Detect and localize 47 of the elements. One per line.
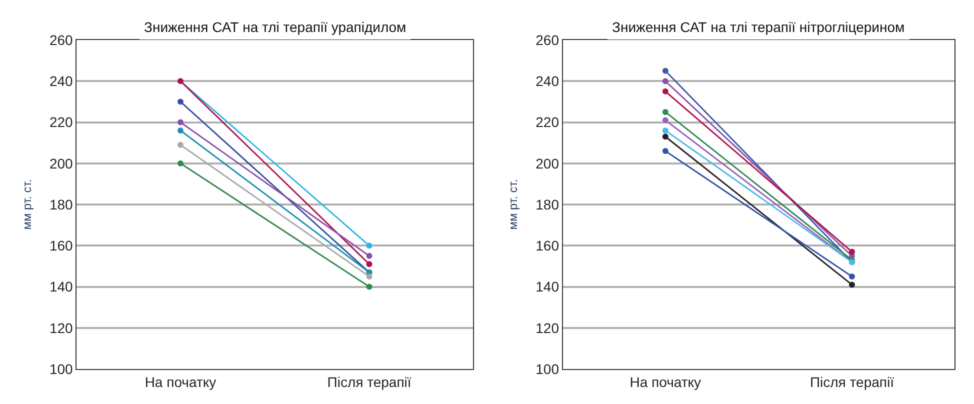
- point: [177, 160, 184, 166]
- y-tick-label: 180: [536, 196, 560, 212]
- y-axis-title: мм рт. ст.: [20, 179, 34, 230]
- point: [662, 134, 668, 140]
- point: [662, 68, 668, 74]
- y-tick-label: 100: [536, 360, 560, 377]
- x-tick-label: На початку: [144, 374, 216, 390]
- point: [177, 119, 184, 126]
- y-axis-title: мм рт. ст.: [506, 179, 520, 230]
- point: [366, 284, 372, 290]
- y-tick-label: 260: [536, 32, 560, 48]
- point: [177, 98, 184, 105]
- y-tick-label: 160: [536, 238, 560, 254]
- y-tick-label: 180: [49, 196, 74, 212]
- point: [177, 142, 184, 148]
- chart-title: Зниження САТ на тлі терапії урапідилом: [144, 19, 406, 35]
- point: [848, 248, 855, 255]
- y-tick-label: 260: [49, 32, 74, 48]
- y-tick-label: 160: [49, 238, 74, 254]
- point: [662, 88, 668, 94]
- y-tick-label: 220: [49, 114, 74, 130]
- point: [662, 78, 668, 84]
- point: [177, 127, 184, 134]
- y-tick-label: 240: [49, 73, 74, 90]
- chart-title: Зниження САТ на тлі терапії нітрогліцерином: [612, 19, 905, 35]
- y-tick-label: 220: [536, 114, 560, 130]
- x-tick-label: Після терапії: [327, 374, 412, 390]
- y-tick-label: 100: [49, 360, 74, 377]
- y-tick-label: 240: [536, 73, 560, 90]
- point: [366, 261, 372, 268]
- point: [366, 242, 372, 249]
- y-tick-label: 120: [49, 320, 74, 336]
- point: [662, 117, 668, 124]
- point: [662, 148, 668, 154]
- x-tick-label: Після терапії: [810, 374, 894, 390]
- point: [366, 273, 372, 280]
- point: [848, 282, 855, 288]
- y-tick-label: 140: [536, 278, 560, 295]
- point: [662, 108, 668, 115]
- point: [848, 273, 855, 280]
- y-tick-label: 200: [49, 155, 74, 172]
- point: [366, 252, 372, 259]
- point: [662, 127, 668, 134]
- y-tick-label: 200: [536, 155, 560, 172]
- x-tick-label: На початку: [630, 374, 702, 390]
- y-tick-label: 120: [536, 320, 560, 336]
- y-tick-label: 140: [49, 278, 74, 295]
